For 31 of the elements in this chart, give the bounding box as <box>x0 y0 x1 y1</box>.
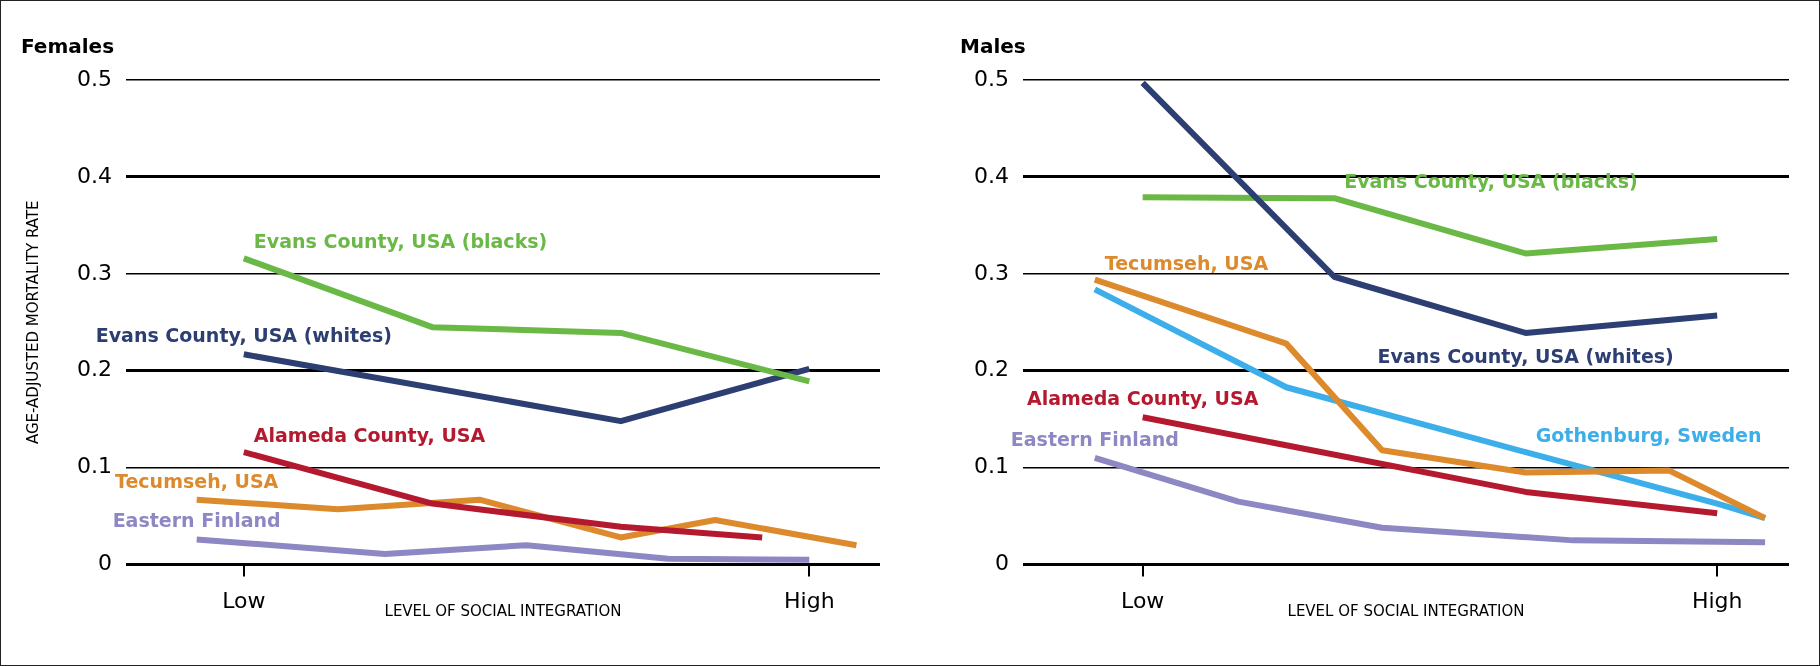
x-tick-label: High <box>784 587 835 613</box>
series-label: Tecumseh, USA <box>115 469 279 492</box>
series-label: Alameda County, USA <box>253 424 486 447</box>
y-tick-label: 0.3 <box>76 259 112 285</box>
y-tick-label: 0.3 <box>973 259 1009 285</box>
y-tick-label: 0.1 <box>973 453 1009 479</box>
series-label: Evans County, USA (whites) <box>1377 344 1674 367</box>
chart-title: Males <box>960 34 1026 59</box>
y-tick-label: 0.5 <box>973 65 1009 91</box>
series-label: Tecumseh, USA <box>1104 251 1269 274</box>
x-axis-title: LEVEL OF SOCIAL INTEGRATION <box>384 601 622 620</box>
y-tick-label: 0.4 <box>973 162 1009 188</box>
chart-title: Females <box>21 34 115 59</box>
series-label: Gothenburg, Sweden <box>1535 424 1762 447</box>
x-tick-label: High <box>1691 587 1743 613</box>
y-tick-label: 0.5 <box>76 65 112 91</box>
series-label: Eastern Finland <box>1010 427 1179 450</box>
x-axis-title: LEVEL OF SOCIAL INTEGRATION <box>1287 601 1525 620</box>
series-label: Evans County, USA (blacks) <box>253 230 548 253</box>
x-tick-label: Low <box>222 587 266 613</box>
series-label: Alameda County, USA <box>1026 387 1259 410</box>
y-tick-label: 0.1 <box>76 453 112 479</box>
y-tick-label: 0.2 <box>973 356 1009 382</box>
y-tick-label: 0 <box>994 550 1009 576</box>
y-tick-label: 0 <box>97 550 112 576</box>
y-tick-label: 0.2 <box>76 356 112 382</box>
series-label: Evans County, USA (whites) <box>95 324 392 347</box>
y-axis-title: AGE-ADJUSTED MORTALITY RATE <box>23 200 42 445</box>
y-tick-label: 0.4 <box>76 162 112 188</box>
x-tick-label: Low <box>1121 587 1165 613</box>
series-label: Eastern Finland <box>112 509 281 532</box>
